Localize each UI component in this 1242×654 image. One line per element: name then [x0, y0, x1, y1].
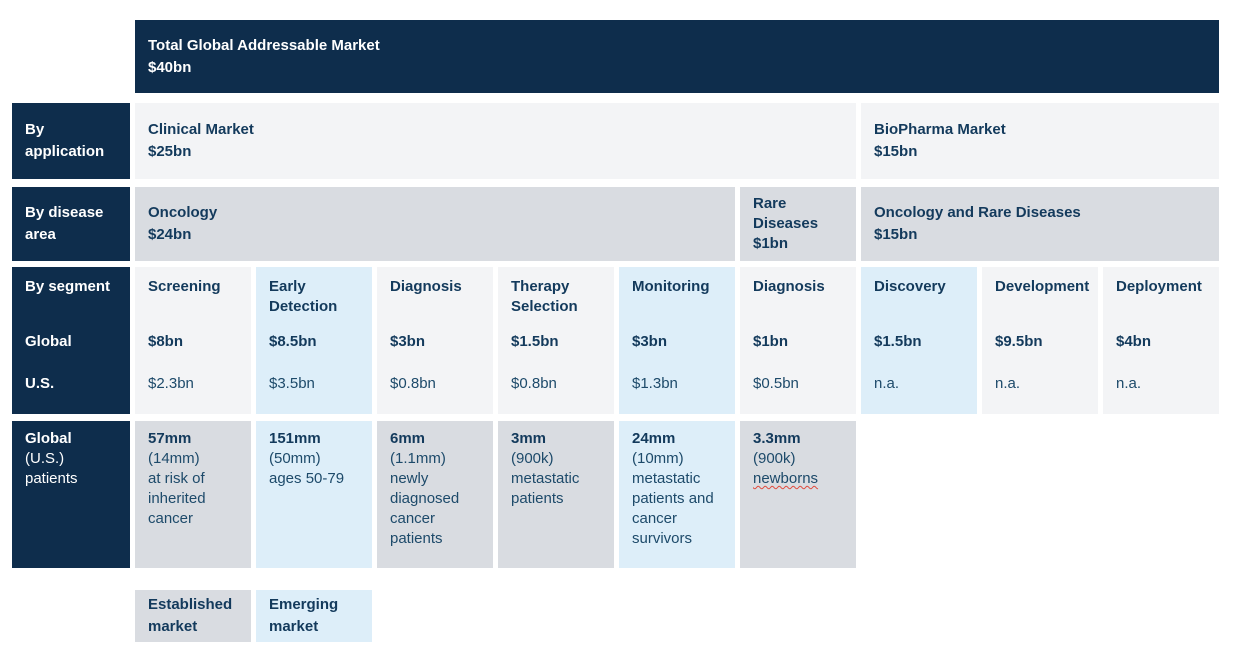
patients-desc: (10mm) metastatic patients and cancer su…: [632, 450, 714, 547]
clinical-market-title: Clinical Market: [148, 121, 254, 138]
rare-diseases-cell: Rare Diseases $1bn: [740, 187, 856, 261]
by-segment-label-text: By segment: [25, 278, 111, 295]
segment-name: Discovery: [874, 278, 946, 295]
legend-emerging-label: Emerging market: [269, 596, 339, 635]
segment-global-value: $8bn: [148, 333, 184, 350]
clinical-market-cell: Clinical Market $25bn: [135, 103, 856, 179]
segment-us-value: n.a.: [995, 375, 1021, 392]
clinical-market-value: $25bn: [148, 143, 192, 160]
segment-us-value: n.a.: [874, 375, 900, 392]
row-by-disease-area: By disease area Oncology $24bn Rare Dise…: [12, 187, 1222, 261]
by-disease-area-label-text: By disease area: [25, 204, 104, 243]
patients-desc: (900k) newborns: [753, 449, 843, 489]
oncology-value: $24bn: [148, 226, 192, 243]
segment-us-value: n.a.: [1116, 375, 1142, 392]
patients-desc: (900k) metastatic patients: [511, 450, 580, 507]
by-segment-label: By segment Global U.S.: [12, 267, 130, 414]
patients-cell-early-detection: 151mm (50mm) ages 50-79: [256, 421, 372, 568]
segment-cell-screening: Screening $8bn $2.3bn: [135, 267, 251, 414]
segment-cell-monitoring: Monitoring $3bn $1.3bn: [619, 267, 735, 414]
legend-emerging: Emerging market: [256, 590, 372, 642]
patients-label-rest: (U.S.) patients: [25, 450, 78, 487]
row-by-segment: By segment Global U.S. Screening $8bn $2…: [12, 267, 1222, 414]
rare-diseases-title: Rare Diseases: [753, 195, 819, 232]
segment-global-value: $1.5bn: [874, 333, 922, 350]
legend: Established market Emerging market: [12, 590, 1222, 642]
by-application-label-text: By application: [25, 121, 105, 160]
market-map-diagram: Total Global Addressable Market $40bn By…: [12, 20, 1222, 642]
by-application-label: By application: [12, 103, 130, 179]
patients-label-bold: Global: [25, 430, 72, 447]
patients-desc: (50mm) ages 50-79: [269, 450, 345, 487]
total-market-banner: Total Global Addressable Market $40bn: [135, 20, 1219, 93]
total-market-title: Total Global Addressable Market: [148, 36, 380, 54]
patients-cell-diagnosis-rare: 3.3mm (900k) newborns: [740, 421, 856, 568]
row-by-application: By application Clinical Market $25bn Bio…: [12, 103, 1222, 179]
segment-name: Development: [995, 278, 1090, 295]
patients-cell-diagnosis-clinical: 6mm (1.1mm) newly diagnosed cancer patie…: [377, 421, 493, 568]
patients-cell-screening: 57mm (14mm) at risk of inherited cancer: [135, 421, 251, 568]
patients-label: Global (U.S.) patients: [12, 421, 130, 568]
segment-name: Deployment: [1116, 278, 1202, 295]
segment-name: Monitoring: [632, 278, 710, 295]
patients-value: 57mm: [148, 430, 192, 447]
patients-desc-count: (900k): [753, 450, 796, 467]
legend-established: Established market: [135, 590, 251, 642]
patients-value: 3.3mm: [753, 430, 801, 447]
oncology-title: Oncology: [148, 204, 218, 221]
segment-us-value: $1.3bn: [632, 375, 678, 392]
segment-cell-early-detection: Early Detection $8.5bn $3.5bn: [256, 267, 372, 414]
oncology-and-rare-diseases-value: $15bn: [874, 226, 918, 243]
segment-cell-diagnosis-clinical: Diagnosis $3bn $0.8bn: [377, 267, 493, 414]
patients-value: 151mm: [269, 430, 321, 447]
oncology-cell: Oncology $24bn: [135, 187, 735, 261]
segment-global-value: $8.5bn: [269, 333, 317, 350]
patients-desc-misspelled-word: newborns: [753, 470, 819, 487]
biopharma-market-value: $15bn: [874, 143, 918, 160]
total-market-value: $40bn: [148, 58, 192, 76]
legend-established-label: Established market: [148, 596, 233, 635]
segment-name: Screening: [148, 278, 221, 295]
segment-global-value: $1.5bn: [511, 333, 559, 350]
biopharma-market-title: BioPharma Market: [874, 121, 1006, 138]
segment-us-value: $0.8bn: [390, 375, 436, 392]
patients-desc: (1.1mm) newly diagnosed cancer patients: [390, 450, 460, 547]
patients-desc: (14mm) at risk of inherited cancer: [148, 450, 206, 527]
segment-us-value: $0.5bn: [753, 375, 799, 392]
segment-cell-discovery: Discovery $1.5bn n.a.: [861, 267, 977, 414]
segment-name: Diagnosis: [753, 278, 825, 295]
segment-name: Therapy Selection: [511, 278, 578, 315]
segment-global-value: $3bn: [390, 333, 426, 350]
segment-name: Diagnosis: [390, 278, 462, 295]
segment-global-value: $1bn: [753, 333, 789, 350]
segment-us-value: $0.8bn: [511, 375, 557, 392]
patients-value: 6mm: [390, 430, 426, 447]
by-disease-area-label: By disease area: [12, 187, 130, 261]
row-patients: Global (U.S.) patients 57mm (14mm) at ri…: [12, 421, 1222, 568]
row-total-market: Total Global Addressable Market $40bn: [12, 20, 1222, 93]
us-row-label: U.S.: [25, 375, 55, 392]
patients-value: 24mm: [632, 430, 676, 447]
segment-cell-therapy-selection: Therapy Selection $1.5bn $0.8bn: [498, 267, 614, 414]
segment-global-value: $9.5bn: [995, 333, 1043, 350]
patients-cell-monitoring: 24mm (10mm) metastatic patients and canc…: [619, 421, 735, 568]
patients-cell-therapy-selection: 3mm (900k) metastatic patients: [498, 421, 614, 568]
segment-cell-development: Development $9.5bn n.a.: [982, 267, 1098, 414]
patients-value: 3mm: [511, 430, 547, 447]
segment-name: Early Detection: [269, 278, 338, 315]
segment-global-value: $4bn: [1116, 333, 1152, 350]
rare-diseases-value: $1bn: [753, 235, 789, 252]
segment-us-value: $3.5bn: [269, 375, 315, 392]
oncology-and-rare-diseases-cell: Oncology and Rare Diseases $15bn: [861, 187, 1219, 261]
segment-cell-diagnosis-rare: Diagnosis $1bn $0.5bn: [740, 267, 856, 414]
segment-global-value: $3bn: [632, 333, 668, 350]
biopharma-market-cell: BioPharma Market $15bn: [861, 103, 1219, 179]
segment-us-value: $2.3bn: [148, 375, 194, 392]
segment-cell-deployment: Deployment $4bn n.a.: [1103, 267, 1219, 414]
global-row-label: Global: [25, 333, 72, 350]
oncology-and-rare-diseases-title: Oncology and Rare Diseases: [874, 204, 1081, 221]
